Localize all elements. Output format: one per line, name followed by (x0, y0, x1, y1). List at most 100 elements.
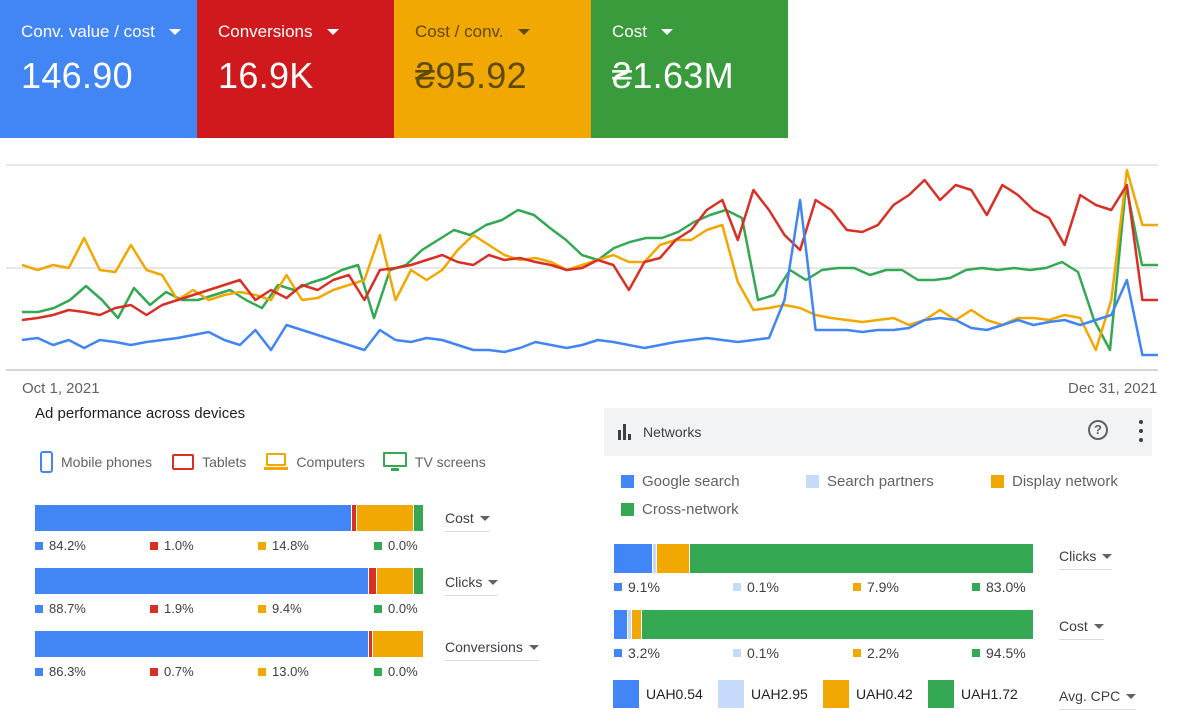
caret-down-icon[interactable] (517, 29, 530, 35)
caret-down-icon (1102, 553, 1113, 559)
legend-item-tv[interactable]: TV screens (382, 452, 486, 472)
device-pct-red: 1.9% (150, 601, 194, 616)
legend-label: Computers (296, 454, 365, 470)
color-swatch (258, 541, 266, 550)
metric-label: Cost (445, 510, 474, 526)
more-options-icon[interactable] (1138, 420, 1144, 442)
bar-segment-green[interactable] (412, 568, 423, 594)
device-pct-blue: 86.3% (35, 664, 86, 679)
device-pct-red: 1.0% (150, 538, 194, 553)
legend-label: Cross-network (642, 501, 739, 518)
network-pct: 2.2% (853, 645, 899, 661)
caret-down-icon[interactable] (168, 29, 181, 35)
device-pct-blue: 84.2% (35, 538, 86, 553)
legend-item-display-network[interactable]: Display network (991, 473, 1118, 490)
kpi-conv-value-cost[interactable]: Conv. value / cost 146.90 (0, 0, 197, 138)
bar-segment[interactable] (627, 610, 632, 639)
performance-line-chart[interactable] (0, 155, 1160, 375)
bar-segment-red[interactable] (368, 568, 377, 594)
network-pct: 7.9% (853, 579, 899, 595)
bar-segment-yellow[interactable] (356, 505, 413, 531)
device-stacked-bar[interactable] (35, 631, 423, 657)
bar-segment[interactable] (689, 544, 1033, 573)
bar-segment[interactable] (614, 544, 652, 573)
color-swatch (718, 680, 744, 708)
avg-cpc-metric-select[interactable]: Avg. CPC (1059, 688, 1137, 710)
cpc-value: UAH1.72 (961, 686, 1018, 702)
device-pct-blue: 88.7% (35, 601, 86, 616)
device-pct-green: 0.0% (374, 601, 418, 616)
bar-segment-red[interactable] (351, 505, 357, 531)
device-stacked-bar[interactable] (35, 568, 423, 594)
metric-label: Cost (1059, 618, 1088, 634)
color-swatch (853, 649, 861, 657)
pct-value: 13.0% (272, 664, 309, 679)
bar-segment[interactable] (641, 610, 1033, 639)
legend-item-computers[interactable]: Computers (264, 453, 365, 471)
color-swatch (733, 649, 741, 657)
device-stacked-bar[interactable] (35, 505, 423, 531)
mobile-phone-icon (40, 451, 53, 473)
color-swatch (35, 604, 43, 613)
tv-screen-icon (382, 452, 407, 472)
device-metric-select[interactable]: Conversions (445, 639, 539, 661)
network-stacked-bar[interactable] (614, 544, 1033, 573)
caret-down-icon (528, 644, 539, 650)
caret-down-icon[interactable] (660, 29, 673, 35)
tablet-icon (172, 454, 195, 470)
network-metric-select[interactable]: Cost (1059, 618, 1104, 640)
bar-segment-blue[interactable] (35, 568, 369, 594)
help-icon[interactable]: ? (1088, 420, 1108, 440)
legend-item-cross-network[interactable]: Cross-network (621, 501, 739, 518)
color-swatch (733, 583, 741, 591)
color-swatch (972, 649, 980, 657)
legend-item-tablets[interactable]: Tablets (172, 454, 246, 470)
network-pct: 83.0% (972, 579, 1026, 595)
series-line-green[interactable] (22, 183, 1158, 352)
bar-segment-blue[interactable] (35, 631, 369, 657)
legend-item-mobile[interactable]: Mobile phones (40, 451, 152, 473)
legend-label: Search partners (827, 473, 934, 490)
device-pct-yellow: 9.4% (258, 601, 302, 616)
pct-value: 0.0% (388, 664, 418, 679)
series-line-yellow[interactable] (21, 168, 1158, 352)
bar-segment-yellow[interactable] (371, 631, 423, 657)
network-metric-select[interactable]: Clicks (1059, 548, 1113, 570)
legend-label: Tablets (202, 454, 247, 470)
network-pct: 94.5% (972, 645, 1026, 661)
legend-item-google-search[interactable]: Google search (621, 473, 740, 490)
color-swatch (806, 475, 819, 488)
bar-segment[interactable] (655, 544, 690, 573)
color-swatch (258, 604, 266, 613)
cpc-cross-network: UAH1.72 (928, 680, 1018, 708)
color-swatch (374, 541, 382, 550)
color-swatch (928, 680, 954, 708)
bar-segment[interactable] (614, 610, 628, 639)
network-stacked-bar[interactable] (614, 610, 1033, 639)
kpi-cost[interactable]: Cost ₴1.63M (591, 0, 788, 138)
legend-item-search-partners[interactable]: Search partners (806, 473, 934, 490)
device-pct-red: 0.7% (150, 664, 194, 679)
kpi-cost-per-conv[interactable]: Cost / conv. ₴95.92 (394, 0, 591, 138)
device-metric-select[interactable]: Clicks (445, 574, 499, 596)
devices-legend: Mobile phones Tablets Computers TV scree… (40, 451, 486, 473)
bar-segment-blue[interactable] (35, 505, 352, 531)
series-line-red[interactable] (21, 178, 1158, 322)
series-line-blue[interactable] (21, 198, 1158, 357)
cpc-value: UAH2.95 (751, 686, 808, 702)
bar-segment-red[interactable] (368, 631, 372, 657)
bar-segment-yellow[interactable] (376, 568, 413, 594)
color-swatch (823, 680, 849, 708)
caret-down-icon (1093, 623, 1104, 629)
kpi-label: Conv. value / cost (21, 22, 155, 41)
bar-segment[interactable] (651, 544, 656, 573)
kpi-conversions[interactable]: Conversions 16.9K (197, 0, 394, 138)
pct-value: 0.1% (747, 579, 779, 595)
color-swatch (972, 583, 980, 591)
bar-segment[interactable] (631, 610, 642, 639)
bar-segment-green[interactable] (412, 505, 423, 531)
caret-down-icon[interactable] (326, 29, 339, 35)
legend-label: Google search (642, 473, 740, 490)
device-metric-select[interactable]: Cost (445, 510, 490, 532)
pct-value: 1.9% (164, 601, 194, 616)
